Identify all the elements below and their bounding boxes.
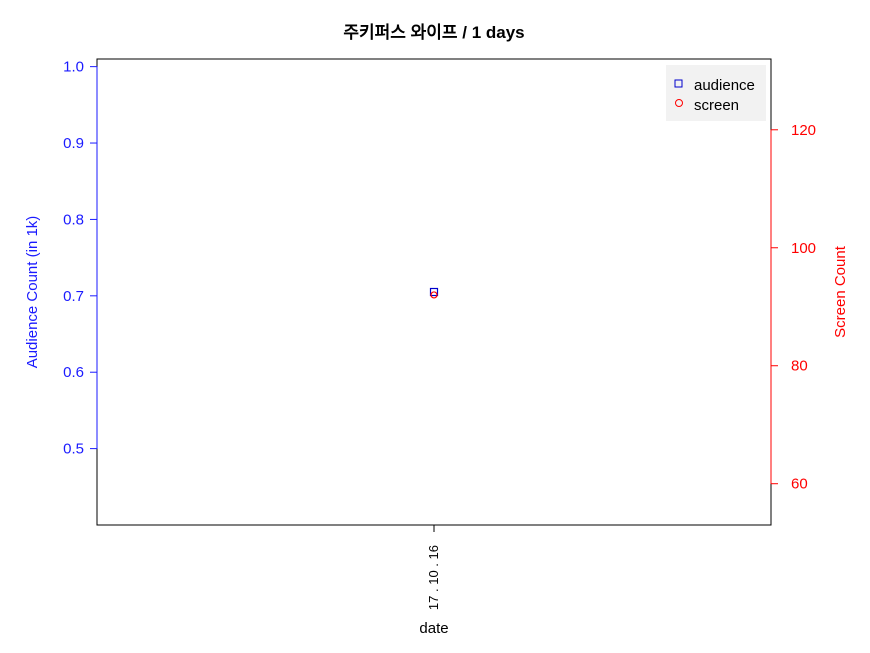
left-y-axis: 0.5 0.6 0.7 0.8 0.9 1.0 <box>63 59 98 458</box>
chart-title: 주키퍼스 와이프 / 1 days <box>343 23 524 42</box>
audience-point <box>429 287 439 297</box>
left-axis-tick-label: 0.5 <box>63 441 84 458</box>
x-axis-tick-label: 17 . 10 . 16 <box>426 545 441 610</box>
left-axis-tick-label: 0.6 <box>63 364 84 381</box>
right-y-axis: 60 80 100 120 <box>770 122 816 493</box>
right-y-axis-label: Screen Count <box>832 245 849 338</box>
data-points <box>429 287 439 299</box>
left-axis-tick-label: 1.0 <box>63 59 84 76</box>
legend: audience screen <box>666 65 766 121</box>
right-axis-tick-label: 80 <box>791 358 808 375</box>
legend-box <box>666 65 766 121</box>
screen-point <box>430 291 438 299</box>
left-y-axis-label: Audience Count (in 1k) <box>24 216 41 369</box>
right-axis-tick-label: 100 <box>791 240 816 257</box>
right-axis-tick-label: 60 <box>791 476 808 493</box>
legend-screen-marker <box>675 99 683 107</box>
left-axis-tick-label: 0.8 <box>63 211 84 228</box>
legend-screen-label: screen <box>694 97 739 114</box>
legend-audience-marker <box>674 79 683 88</box>
left-axis-tick-label: 0.7 <box>63 288 84 305</box>
x-axis: 17 . 10 . 16 <box>426 525 441 610</box>
left-axis-tick-label: 0.9 <box>63 135 84 152</box>
right-axis-tick-label: 120 <box>791 122 816 139</box>
legend-audience-label: audience <box>694 77 755 94</box>
x-axis-label: date <box>419 620 448 637</box>
